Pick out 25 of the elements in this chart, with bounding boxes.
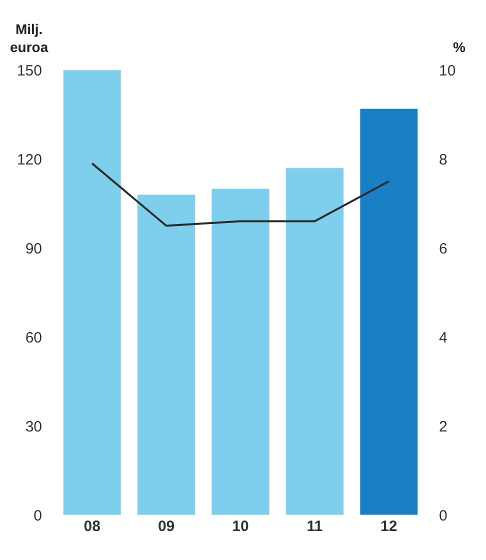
y2-tick-label: 8: [439, 151, 448, 168]
y-tick-label: 150: [16, 62, 42, 80]
bar: [137, 194, 196, 515]
x-tick-label: 09: [158, 518, 175, 535]
x-tick-label: 12: [380, 518, 398, 535]
y2-tick-label: 10: [439, 62, 456, 80]
y2-axis-title: %: [453, 39, 466, 55]
y2-tick-label: 4: [439, 329, 448, 346]
y-axis-title: Milj. euroa: [10, 21, 48, 56]
x-tick-label: 08: [84, 518, 100, 535]
y2-tick-label: 6: [439, 240, 448, 258]
y-tick-label: 30: [25, 418, 42, 436]
y-tick-label: 60: [25, 329, 42, 346]
line-series: [91, 162, 390, 227]
bar: [62, 70, 122, 515]
y-tick-label: 120: [16, 151, 42, 168]
bar: [360, 108, 418, 515]
x-tick-label: 10: [232, 518, 249, 535]
y2-tick-label: 2: [439, 418, 448, 436]
y-tick-label: 0: [34, 507, 42, 524]
bar: [211, 188, 270, 515]
x-tick-label: 11: [306, 518, 323, 535]
bar: [286, 168, 344, 515]
y2-tick-label: 0: [439, 507, 448, 524]
y-tick-label: 90: [25, 240, 42, 258]
